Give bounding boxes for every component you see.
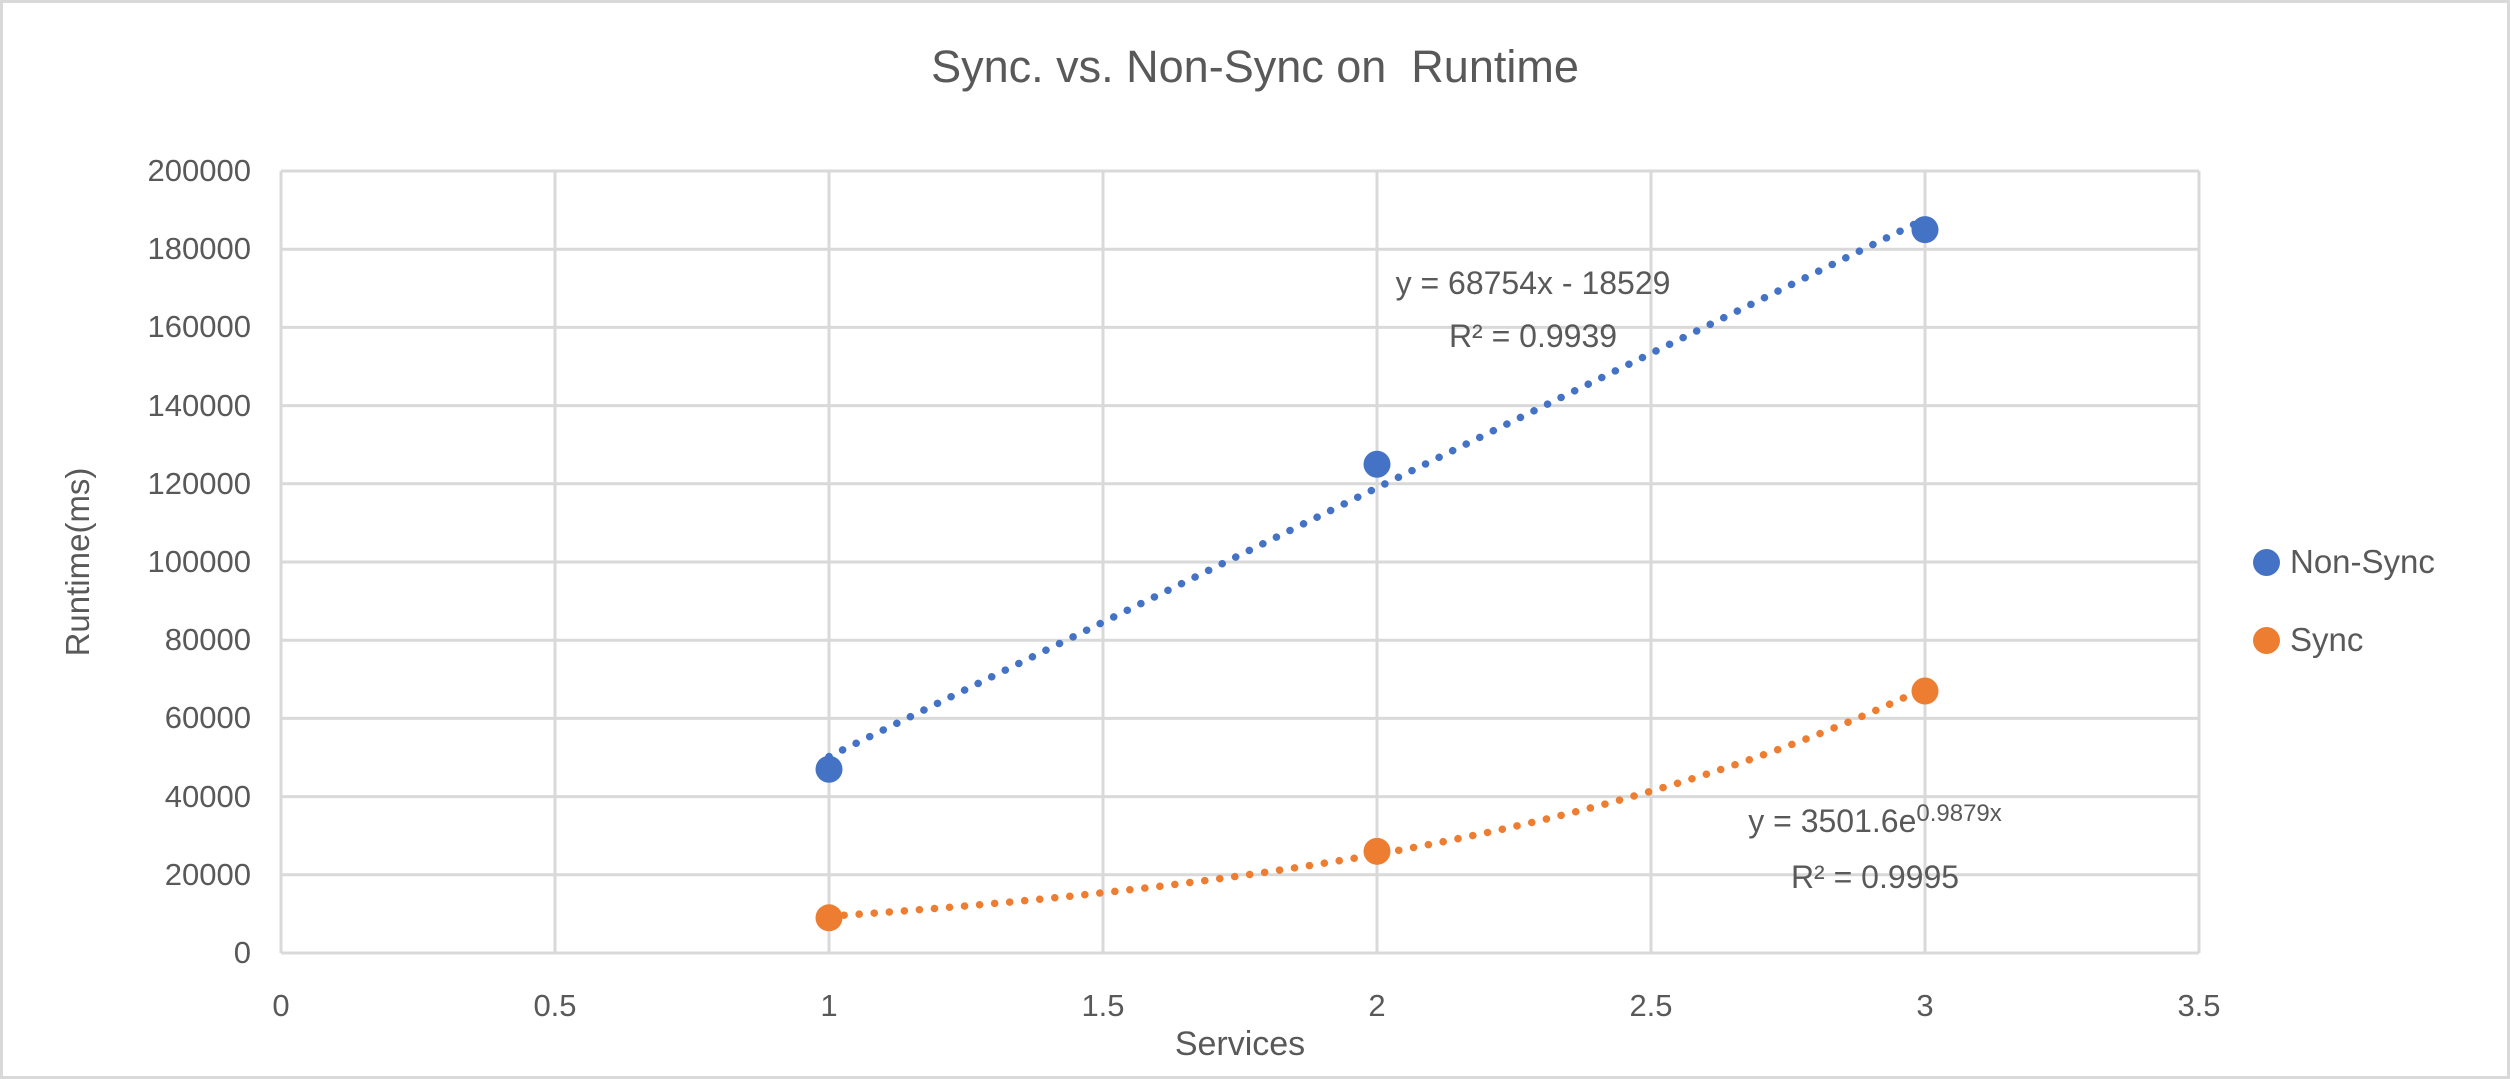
trendline-label-non-sync: y = 68754x - 18529 R² = 0.9939: [1396, 257, 1671, 363]
x-tick-label: 1.5: [1081, 988, 1125, 1023]
y-tick-label: 60000: [164, 700, 251, 736]
y-tick-label: 140000: [147, 387, 251, 423]
legend: Non-Sync Sync: [2253, 541, 2435, 697]
data-point-non-sync-2: [1911, 216, 1939, 244]
data-point-sync-2: [1911, 677, 1939, 705]
x-tick-label: 2: [1368, 988, 1386, 1023]
y-tick-label: 180000: [147, 231, 251, 267]
legend-item-sync: Sync: [2253, 619, 2435, 661]
y-tick-label: 0: [233, 935, 251, 970]
y-tick-label: 160000: [147, 309, 251, 345]
x-tick-label: 1: [820, 988, 838, 1023]
trendline-equation-sync-exponent: 0.9879x: [1916, 800, 2002, 828]
y-tick-label: 200000: [147, 153, 251, 188]
x-tick-label: 2.5: [1629, 988, 1673, 1023]
data-point-non-sync-0: [815, 755, 843, 783]
data-point-non-sync-1: [1363, 450, 1391, 478]
trendline-sync: [825, 684, 1929, 920]
y-tick-label: 100000: [147, 544, 251, 579]
plot-area: [279, 169, 2201, 955]
trendline-equation-non-sync: y = 68754x - 18529: [1395, 265, 1671, 301]
x-tick-label: 3.5: [2177, 988, 2221, 1023]
trendline-equation-sync-base: y = 3501.6e: [1748, 803, 1917, 839]
y-axis-title: Runtime(ms): [59, 467, 96, 657]
data-point-sync-0: [815, 904, 843, 932]
data-point-sync-1: [1363, 837, 1391, 865]
legend-item-non-sync: Non-Sync: [2253, 541, 2435, 583]
x-tick-label: 0.5: [533, 988, 577, 1023]
y-tick-label: 80000: [164, 622, 251, 658]
legend-label-non-sync: Non-Sync: [2290, 543, 2435, 580]
x-tick-label: 3: [1916, 988, 1934, 1023]
trendline-r2-non-sync: R² = 0.9939: [1448, 318, 1618, 354]
chart-title: Sync. vs. Non-Sync on Runtime: [931, 41, 1579, 92]
trendline-equation-sync: y = 3501.6e0.9879x: [1748, 795, 2002, 851]
y-tick-label: 40000: [164, 778, 251, 814]
legend-marker-sync-icon: [2253, 626, 2280, 654]
trendline-label-sync: y = 3501.6e0.9879x R² = 0.9995: [1748, 795, 2002, 904]
legend-label-sync: Sync: [2290, 621, 2364, 658]
y-tick-label: 120000: [147, 465, 251, 501]
x-tick-label: 0: [272, 988, 290, 1023]
y-tick-label: 20000: [164, 856, 251, 892]
legend-marker-non-sync-icon: [2253, 548, 2280, 576]
x-axis-title: Services: [1174, 1025, 1306, 1063]
trendline-r2-sync: R² = 0.9995: [1790, 859, 1960, 895]
